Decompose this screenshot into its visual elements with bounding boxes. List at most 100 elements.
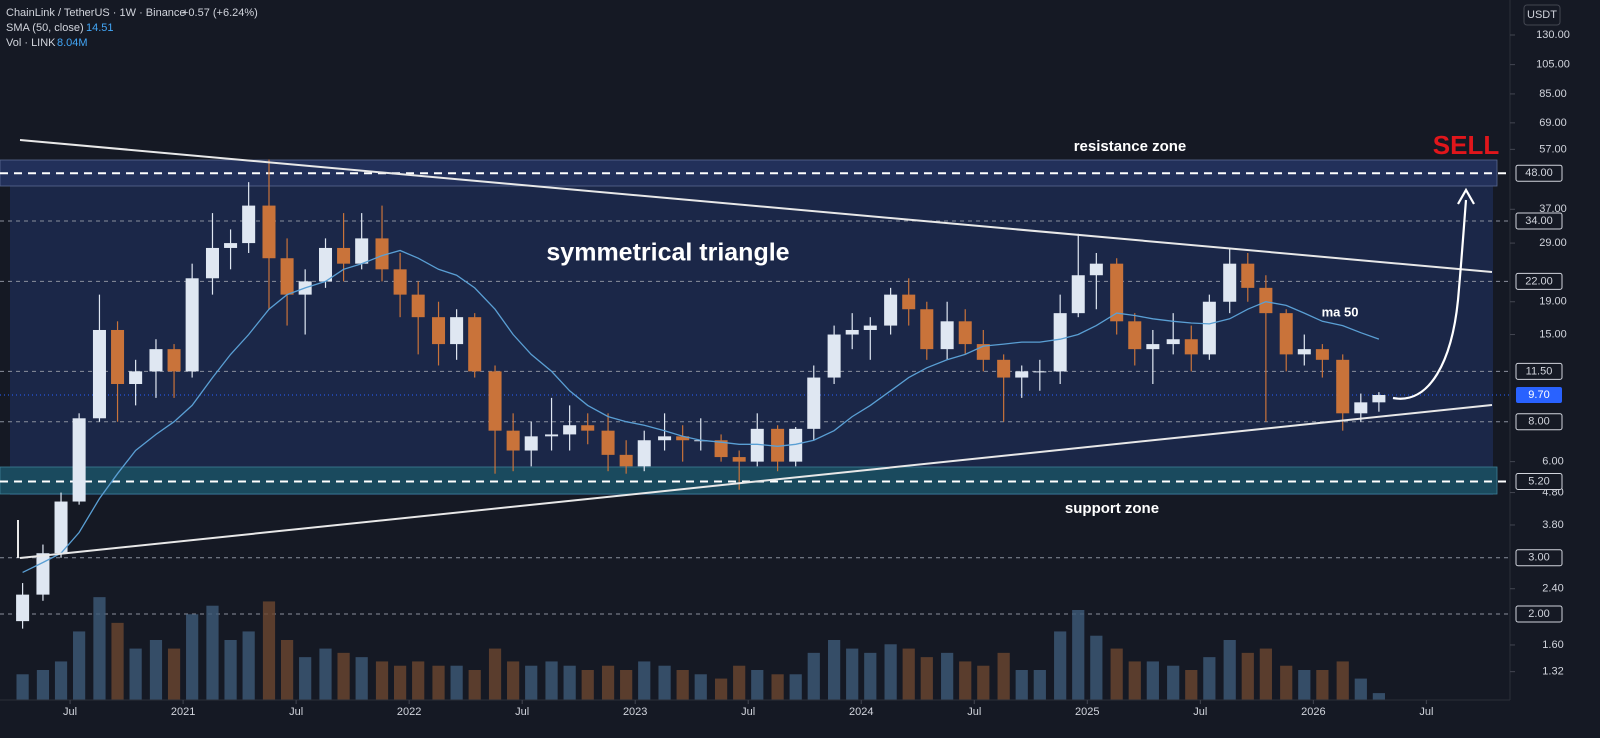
volume-bar [375, 661, 389, 700]
level-label: 3.00 [1528, 552, 1549, 564]
triangle-lower [19, 404, 1493, 559]
level-label: 22.00 [1525, 275, 1553, 287]
candle-body [205, 247, 219, 279]
currency: USDT [1527, 9, 1557, 21]
level-label-box [1515, 272, 1563, 290]
level-label: 48.00 [1525, 167, 1553, 179]
ma-label: ma 50 [1322, 304, 1359, 319]
candle-body [1053, 313, 1067, 372]
data-layer [16, 159, 1386, 700]
level-label: 8.00 [1528, 416, 1549, 428]
y-tick-label: 15.00 [1539, 328, 1567, 340]
volume-bar [864, 652, 877, 700]
volume-bar [1090, 635, 1103, 700]
volume-bar [1128, 661, 1141, 700]
y-tick-label: 6.00 [1542, 456, 1563, 468]
volume-bar [167, 648, 181, 700]
x-tick-label: 2023 [623, 706, 647, 718]
pattern-label: symmetrical triangle [546, 239, 789, 267]
candle-body [845, 329, 859, 335]
x-tick-label: Jul [1419, 706, 1433, 718]
volume-bar [1280, 665, 1293, 700]
candle-body [1184, 339, 1198, 355]
volume-bar [977, 665, 990, 700]
volume-bars [16, 597, 1385, 700]
x-tick-label: Jul [63, 706, 77, 718]
volume-bar [658, 665, 671, 700]
candle-body [1146, 344, 1160, 350]
volume-bar [224, 640, 237, 700]
volume-bar [581, 670, 594, 700]
candle-body [355, 238, 369, 264]
volume-bar [1298, 670, 1311, 700]
x-tick-label: 2025 [1075, 706, 1099, 718]
candle-body [450, 317, 464, 345]
volume-bar [714, 678, 728, 700]
candles [16, 159, 1386, 629]
volume-bar [280, 640, 294, 700]
candle-body [581, 425, 595, 431]
volume-bar [1259, 648, 1272, 700]
candle-body [318, 247, 333, 282]
candle-body [1089, 263, 1103, 276]
volume-bar [941, 652, 954, 700]
volume-bar [601, 665, 615, 700]
volume-value: 8.04M [57, 37, 88, 49]
volume-bar [319, 648, 332, 700]
current-price-label: 9.70 [1528, 389, 1549, 401]
candle-body [468, 317, 482, 372]
sma-label: SMA (50, close) [6, 22, 84, 34]
volume-bar [93, 597, 106, 700]
volume-bar [36, 670, 50, 700]
candle-body [1015, 371, 1029, 378]
candle-body [676, 436, 690, 441]
candle-body [771, 428, 785, 462]
x-tick-label: Jul [1193, 706, 1207, 718]
candle-body [1071, 275, 1085, 314]
volume-bar [206, 605, 219, 700]
volume-bar [111, 622, 124, 700]
volume-bar [1354, 678, 1367, 700]
volume-bar [488, 648, 502, 700]
x-tick-label: Jul [515, 706, 529, 718]
volume-bar [563, 665, 576, 700]
drawings-back [0, 159, 1510, 615]
volume-bar [807, 652, 820, 700]
volume-bar [525, 665, 538, 700]
candle-body [54, 501, 68, 554]
volume-bar [1054, 631, 1067, 700]
volume-bar [620, 670, 633, 700]
y-tick-label: 2.40 [1542, 583, 1563, 595]
volume-bar [1203, 657, 1216, 700]
volume-label: Vol · LINK [6, 37, 56, 49]
candle-body [1297, 349, 1311, 355]
volume-bar [676, 670, 689, 700]
volume-bar [394, 665, 407, 700]
volume-bar [507, 661, 520, 700]
candle-body [1033, 371, 1047, 373]
sma-value: 14.51 [86, 22, 114, 34]
y-tick-label: 1.32 [1542, 666, 1563, 678]
candle-body [1202, 301, 1216, 355]
volume-bar [149, 640, 163, 700]
level-label: 11.50 [1526, 365, 1553, 377]
candle-body [1372, 394, 1386, 403]
volume-bar [412, 661, 425, 700]
volume-bar [1167, 665, 1180, 700]
candle-body [997, 359, 1011, 378]
level-label-box [1515, 362, 1563, 380]
level-label-box [1515, 212, 1563, 230]
volume-bar [262, 601, 276, 700]
resistance-label: resistance zone [1074, 138, 1187, 155]
volume-bar [73, 631, 86, 700]
candle-body [337, 247, 351, 264]
x-tick-label: Jul [741, 706, 755, 718]
candle-body [863, 325, 877, 330]
candle-body [807, 377, 821, 429]
volume-bar [468, 670, 481, 700]
sma-line [22, 249, 1380, 573]
candle-body [750, 428, 764, 462]
volume-bar [789, 674, 802, 700]
candle-body [619, 454, 633, 467]
